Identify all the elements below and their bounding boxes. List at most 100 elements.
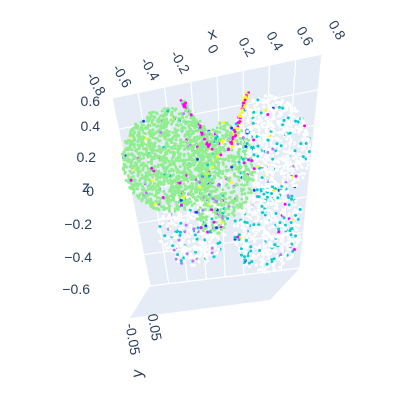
data-point[interactable] [231, 136, 235, 139]
data-point[interactable] [146, 167, 150, 170]
data-point[interactable] [238, 147, 242, 151]
data-point[interactable] [209, 136, 213, 140]
data-point[interactable] [153, 153, 157, 157]
data-point[interactable] [266, 117, 269, 121]
data-point[interactable] [255, 246, 259, 250]
data-point[interactable] [215, 126, 219, 130]
data-point[interactable] [264, 209, 268, 212]
data-point[interactable] [126, 153, 130, 157]
data-point[interactable] [293, 149, 297, 153]
data-point[interactable] [251, 131, 255, 135]
data-point[interactable] [232, 139, 236, 143]
data-point[interactable] [188, 192, 192, 195]
data-point[interactable] [140, 173, 144, 177]
data-point[interactable] [249, 249, 253, 253]
data-point[interactable] [193, 137, 197, 141]
data-point[interactable] [297, 128, 301, 132]
data-point[interactable] [145, 125, 149, 129]
data-point[interactable] [243, 98, 247, 102]
data-point[interactable] [201, 148, 205, 152]
data-point[interactable] [301, 119, 305, 123]
data-point[interactable] [282, 186, 286, 190]
data-point[interactable] [241, 214, 245, 217]
data-point[interactable] [240, 192, 244, 196]
data-point[interactable] [179, 244, 183, 248]
data-point[interactable] [151, 188, 155, 192]
data-point[interactable] [264, 166, 268, 169]
data-point[interactable] [299, 210, 303, 214]
data-point[interactable] [132, 184, 136, 188]
data-point[interactable] [287, 203, 291, 207]
data-point[interactable] [301, 155, 305, 159]
data-point[interactable] [289, 138, 293, 142]
data-point[interactable] [177, 213, 181, 217]
data-point[interactable] [200, 131, 204, 135]
data-point[interactable] [201, 229, 205, 233]
data-point[interactable] [221, 138, 225, 142]
data-point[interactable] [208, 217, 212, 221]
data-point[interactable] [210, 139, 214, 143]
data-point[interactable] [291, 115, 295, 119]
data-point[interactable] [149, 201, 153, 205]
data-point[interactable] [265, 262, 269, 266]
data-point[interactable] [270, 127, 274, 131]
data-point[interactable] [252, 196, 256, 200]
data-point[interactable] [268, 104, 272, 108]
data-point[interactable] [202, 124, 206, 128]
data-point[interactable] [185, 177, 189, 181]
data-point[interactable] [182, 178, 186, 182]
data-point[interactable] [235, 199, 239, 203]
data-point[interactable] [211, 197, 215, 201]
data-point[interactable] [198, 148, 202, 152]
data-point[interactable] [273, 206, 276, 210]
data-point[interactable] [211, 185, 215, 189]
data-point[interactable] [248, 135, 252, 139]
data-point[interactable] [236, 166, 240, 169]
data-point[interactable] [258, 129, 262, 132]
data-point[interactable] [285, 150, 289, 154]
data-point[interactable] [174, 138, 178, 142]
data-point[interactable] [130, 152, 134, 156]
data-point[interactable] [200, 138, 204, 142]
data-point[interactable] [174, 218, 178, 222]
data-point[interactable] [174, 115, 177, 119]
data-point[interactable] [264, 125, 268, 129]
data-point[interactable] [197, 260, 201, 264]
data-point[interactable] [292, 141, 296, 145]
data-point[interactable] [219, 210, 223, 214]
data-point[interactable] [262, 121, 266, 125]
data-point[interactable] [203, 234, 207, 238]
data-point[interactable] [277, 230, 281, 234]
data-point[interactable] [204, 224, 208, 228]
data-point[interactable] [284, 183, 288, 187]
data-point[interactable] [159, 175, 163, 179]
data-point[interactable] [214, 165, 217, 169]
data-point[interactable] [205, 170, 209, 174]
data-point[interactable] [262, 192, 266, 196]
data-point[interactable] [287, 141, 291, 145]
data-point[interactable] [269, 107, 273, 111]
data-point[interactable] [199, 226, 203, 230]
data-point[interactable] [189, 116, 193, 120]
data-point[interactable] [198, 254, 202, 258]
data-point[interactable] [125, 165, 128, 169]
data-point[interactable] [182, 105, 186, 109]
data-point[interactable] [142, 187, 146, 191]
data-point[interactable] [242, 183, 246, 187]
data-point[interactable] [290, 194, 294, 198]
data-point[interactable] [256, 204, 260, 208]
data-point[interactable] [210, 223, 214, 227]
data-point[interactable] [173, 209, 177, 213]
data-point[interactable] [141, 184, 144, 188]
data-point[interactable] [264, 136, 268, 140]
data-point[interactable] [239, 142, 243, 145]
data-point[interactable] [285, 137, 289, 141]
data-point[interactable] [194, 229, 198, 232]
data-point[interactable] [263, 138, 267, 142]
data-point[interactable] [271, 137, 274, 141]
data-point[interactable] [269, 141, 273, 145]
data-point[interactable] [243, 192, 247, 196]
data-point[interactable] [230, 168, 234, 172]
data-point[interactable] [209, 205, 212, 209]
data-point[interactable] [274, 96, 278, 100]
